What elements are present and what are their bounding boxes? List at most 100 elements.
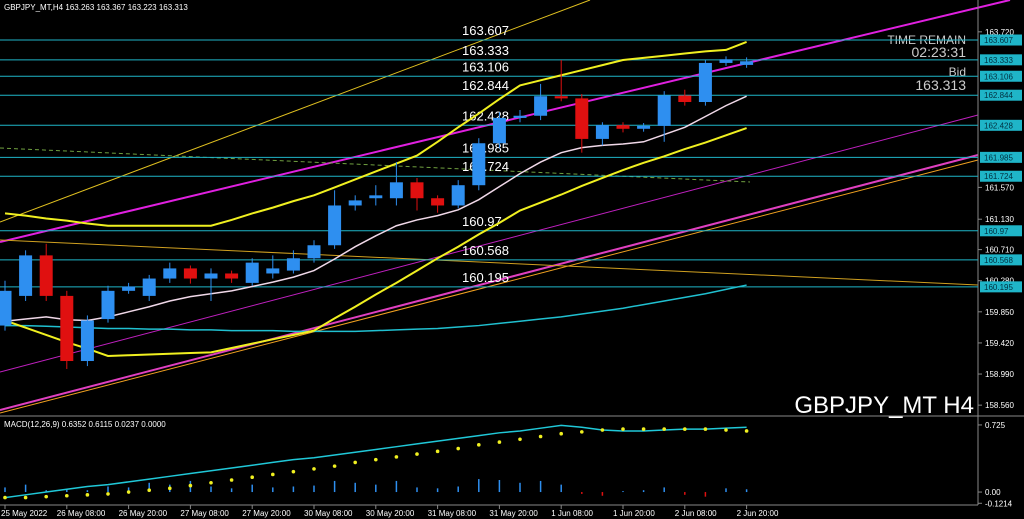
- level-label: 163.333: [462, 43, 509, 58]
- macd-dot: [147, 488, 151, 492]
- candle-body: [410, 182, 424, 199]
- candle-body: [328, 205, 342, 246]
- macd-tick-label: -0.1214: [985, 499, 1013, 508]
- candle-body: [595, 125, 609, 139]
- macd-dot: [126, 490, 131, 494]
- watermark: GBPJPY_MT H4: [794, 392, 974, 419]
- macd-dot: [724, 428, 728, 432]
- candle-body: [101, 290, 115, 320]
- low: 163.223: [128, 3, 157, 12]
- candle-body: [389, 182, 403, 199]
- macd-dot: [683, 427, 687, 431]
- macd-dot: [662, 427, 666, 431]
- level-price: 160.568: [984, 256, 1013, 265]
- macd-dot: [415, 452, 419, 456]
- candle-body: [698, 62, 712, 103]
- y-tick-label: 159.420: [985, 339, 1014, 348]
- level-box: [980, 119, 1022, 131]
- level-box: [980, 225, 1022, 237]
- candle-body: [266, 268, 280, 274]
- x-tick-label: 25 May 2022: [1, 509, 48, 518]
- candle-body: [183, 268, 197, 279]
- candle-body: [575, 98, 589, 139]
- y-tick-label: 163.720: [985, 28, 1014, 37]
- level-label: 160.195: [462, 270, 509, 285]
- macd-dot: [580, 430, 584, 434]
- close: 163.313: [159, 3, 188, 12]
- overlay-line: [4, 41, 747, 227]
- level-price: 161.724: [984, 172, 1013, 181]
- level-box: [980, 34, 1022, 46]
- timer-value: 02:23:31: [912, 44, 967, 60]
- candle-body: [307, 245, 321, 259]
- level-label: 160.97: [462, 214, 502, 229]
- level-box: [980, 70, 1022, 82]
- macd-dot: [188, 483, 193, 488]
- level-box: [980, 254, 1022, 266]
- level-label: 163.607: [462, 23, 509, 38]
- macd-dot: [85, 493, 90, 497]
- macd-tick-label: 0.725: [985, 421, 1006, 430]
- level-price: 161.985: [984, 153, 1013, 162]
- candle-body: [80, 320, 94, 362]
- y-tick-label: 158.560: [985, 401, 1014, 410]
- macd-tick-label: 0.00: [985, 488, 1001, 497]
- candle-body: [740, 61, 754, 65]
- level-label: 162.844: [462, 78, 509, 93]
- macd-dot: [456, 446, 461, 451]
- macd-dot: [353, 460, 358, 465]
- macd-dot: [291, 469, 296, 474]
- macd-dot: [332, 464, 337, 468]
- level-price: 163.607: [984, 36, 1013, 45]
- candle-body: [637, 125, 651, 129]
- macd-dot: [23, 495, 28, 500]
- candle-body: [616, 125, 630, 129]
- candle-body: [348, 200, 362, 206]
- candle-body: [19, 255, 33, 296]
- candle-body: [657, 95, 671, 126]
- y-tick-label: 159.850: [985, 308, 1014, 317]
- candle-body: [39, 255, 53, 296]
- macd-dot: [374, 457, 378, 462]
- candle-body: [554, 96, 568, 99]
- trendline: [0, 239, 979, 286]
- candle-body: [245, 262, 259, 283]
- level-price: 162.844: [984, 91, 1013, 100]
- symbol: GBPJPY_MT,H4: [4, 3, 64, 12]
- candle-body: [678, 95, 692, 103]
- macd-dot: [744, 429, 749, 433]
- x-tick-label: 2 Jun 08:00: [675, 509, 717, 518]
- macd-dot: [209, 480, 213, 485]
- level-label: 161.724: [462, 159, 509, 174]
- macd-dot: [250, 475, 254, 480]
- macd-dot: [600, 428, 605, 432]
- overlay-line: [4, 95, 747, 322]
- y-tick-label: 160.280: [985, 277, 1014, 286]
- x-tick-label: 1 Jun 20:00: [613, 509, 655, 518]
- overlay-line: [5, 284, 747, 333]
- macd-dot: [312, 467, 316, 471]
- macd-dot: [168, 486, 172, 491]
- bid-label: Bid: [949, 65, 966, 79]
- level-box: [980, 54, 1022, 66]
- macd-dot: [703, 427, 708, 431]
- high: 163.367: [97, 3, 126, 12]
- macd-dot: [394, 455, 399, 459]
- level-label: 160.568: [462, 243, 509, 258]
- macd-dot: [3, 495, 7, 500]
- candle-body: [122, 286, 136, 291]
- level-box: [980, 151, 1022, 163]
- candle-body: [163, 268, 177, 279]
- macd-dot: [518, 437, 522, 442]
- macd-label: MACD(12,26,9) 0.6352 0.6115 0.0237 0.000…: [4, 420, 166, 429]
- level-price: 160.195: [984, 283, 1013, 292]
- macd-dot: [435, 449, 440, 454]
- macd-dot: [106, 492, 110, 496]
- macd-dot: [271, 472, 275, 477]
- candle-body: [204, 273, 218, 279]
- candle-body: [451, 185, 465, 206]
- trendline: [0, 0, 591, 223]
- candle-body: [60, 295, 74, 362]
